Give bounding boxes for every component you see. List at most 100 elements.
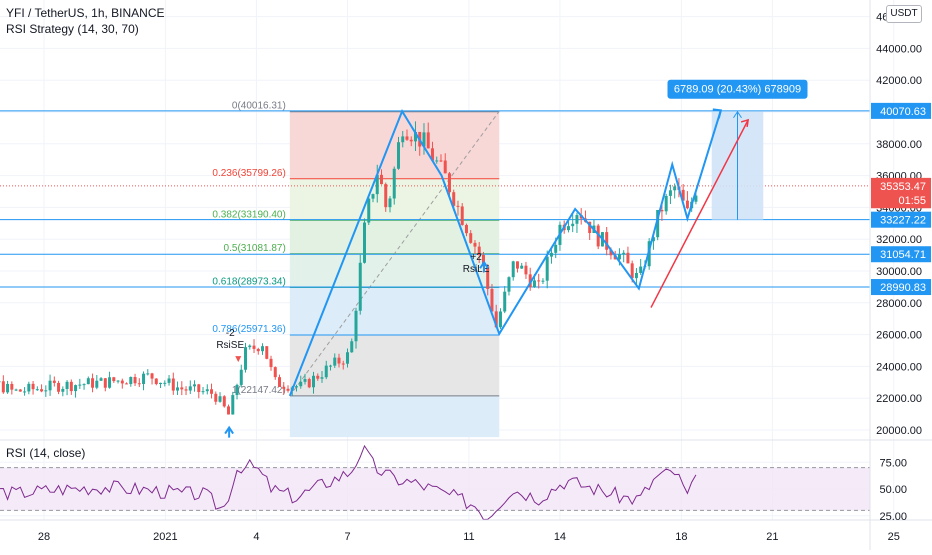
candle-body bbox=[18, 389, 22, 392]
candle-body bbox=[405, 136, 409, 140]
candle-body bbox=[180, 387, 184, 390]
candle-body bbox=[481, 255, 485, 267]
candle-body bbox=[193, 384, 197, 387]
candle-body bbox=[456, 205, 460, 207]
y-tick-label: 42000.00 bbox=[876, 75, 922, 87]
candle-body bbox=[362, 222, 366, 263]
candle-body bbox=[367, 198, 371, 223]
candle-body bbox=[150, 373, 154, 379]
x-tick-label: 14 bbox=[554, 531, 566, 543]
candle-body bbox=[282, 386, 286, 389]
candle-body bbox=[103, 378, 107, 388]
candle-body bbox=[44, 390, 48, 392]
x-tick-label: 18 bbox=[675, 531, 687, 543]
y-tick-label: 24000.00 bbox=[876, 361, 922, 373]
candle-body bbox=[205, 389, 209, 392]
candle-body bbox=[95, 380, 99, 388]
candle-body bbox=[605, 232, 609, 250]
candle-body bbox=[0, 381, 1, 383]
currency-button[interactable]: USDT bbox=[886, 5, 922, 23]
candle-body bbox=[65, 381, 69, 389]
candle-body bbox=[82, 384, 86, 386]
candle-body bbox=[129, 377, 133, 385]
candle-body bbox=[371, 194, 375, 199]
fib-zone bbox=[289, 335, 500, 396]
candle-body bbox=[490, 288, 494, 312]
candle-body bbox=[452, 192, 456, 206]
candle-body bbox=[537, 280, 541, 282]
candle-body bbox=[312, 375, 316, 388]
fib-trend-dashed bbox=[289, 110, 500, 397]
candle-body bbox=[575, 215, 579, 224]
signal-label: RsiLE bbox=[463, 264, 490, 275]
candle-body bbox=[413, 131, 417, 142]
trend-arrow-icon bbox=[740, 118, 750, 128]
arrow-head-icon bbox=[733, 110, 742, 119]
x-tick-label: 2021 bbox=[153, 531, 177, 543]
candle-body bbox=[78, 384, 82, 386]
sell-arrow-icon bbox=[235, 356, 242, 363]
candle-body bbox=[320, 377, 324, 379]
price-tag-label: 01:55 bbox=[898, 195, 926, 207]
strategy-label: RSI Strategy (14, 30, 70) bbox=[6, 22, 139, 36]
candle-body bbox=[694, 195, 698, 202]
fib-level-label: 0.5(31081.87) bbox=[224, 243, 286, 254]
candle-body bbox=[464, 224, 468, 234]
price-tag-label: 35353.47 bbox=[880, 181, 926, 193]
candle-body bbox=[91, 378, 95, 388]
fib-level-label: 1(22147.42) bbox=[232, 385, 286, 396]
candle-body bbox=[486, 266, 490, 289]
candle-body bbox=[171, 378, 175, 391]
candle-body bbox=[422, 132, 426, 147]
fib-level-label: 0.236(35799.26) bbox=[212, 168, 285, 179]
candle-body bbox=[617, 254, 621, 260]
y-tick-label: 44000.00 bbox=[876, 43, 922, 55]
candle-body bbox=[354, 310, 358, 342]
y-tick-label: 26000.00 bbox=[876, 330, 922, 342]
candle-body bbox=[303, 379, 307, 382]
candle-body bbox=[86, 378, 90, 385]
candle-body bbox=[48, 380, 52, 391]
fib-level-label: 0.618(28973.34) bbox=[212, 276, 285, 287]
candle-body bbox=[469, 233, 473, 243]
candle-body bbox=[639, 266, 643, 273]
candle-body bbox=[74, 385, 78, 392]
candle-body bbox=[634, 272, 638, 279]
candle-body bbox=[384, 184, 388, 208]
candle-body bbox=[197, 384, 201, 393]
candle-body bbox=[549, 252, 553, 257]
candle-body bbox=[23, 391, 27, 393]
rsi-tick-label: 50.00 bbox=[879, 484, 907, 496]
candle-body bbox=[673, 186, 677, 191]
candle-body bbox=[299, 381, 303, 387]
fib-zone bbox=[289, 287, 500, 336]
candle-body bbox=[324, 365, 328, 378]
price-tag-bg bbox=[871, 246, 931, 263]
candle-body bbox=[31, 383, 35, 390]
candle-body bbox=[477, 246, 481, 256]
candle-body bbox=[681, 189, 685, 201]
candle-body bbox=[409, 139, 413, 142]
candle-body bbox=[52, 380, 56, 383]
candle-body bbox=[520, 265, 524, 269]
candle-body bbox=[10, 383, 14, 390]
fib-level-label: 0.786(25971.36) bbox=[212, 324, 285, 335]
candle-body bbox=[265, 346, 269, 359]
candle-body bbox=[112, 377, 116, 382]
price-tag-bg bbox=[871, 192, 931, 209]
candle-body bbox=[269, 358, 273, 368]
candle-body bbox=[439, 160, 443, 162]
candle-body bbox=[660, 209, 664, 212]
candle-body bbox=[375, 174, 379, 195]
candle-body bbox=[61, 388, 65, 392]
projection-label: 6789.09 (20.43%) 678909 bbox=[674, 84, 801, 96]
candle-body bbox=[6, 383, 10, 393]
candle-body bbox=[443, 160, 447, 174]
candle-body bbox=[524, 265, 528, 275]
price-tag-bg bbox=[871, 102, 931, 119]
candle-body bbox=[184, 389, 188, 391]
rsi-line bbox=[0, 444, 697, 521]
